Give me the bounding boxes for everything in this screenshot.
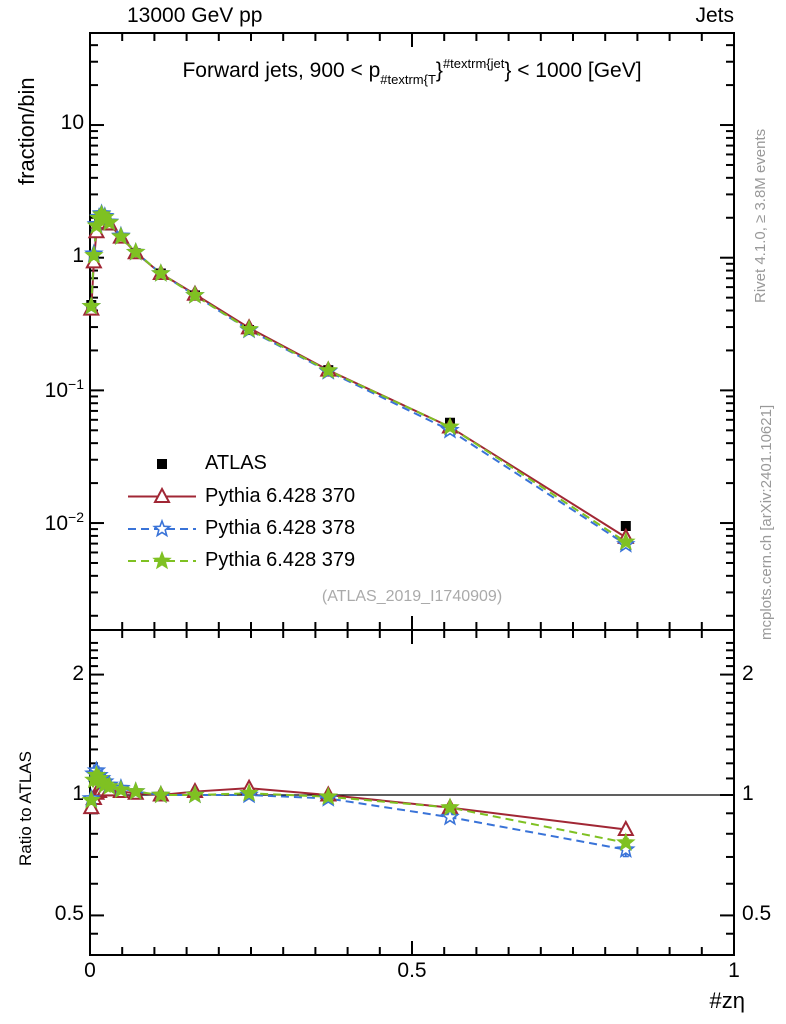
x-tick-label-1: 0 [84,959,96,982]
legend-label-1: ATLAS [205,452,267,474]
mcplots-reference-note: mcplots.cern.ch [arXiv:2401.10621] [758,404,775,640]
y-tick-label-top-1: 10 [60,111,84,135]
legend-sample-4 [128,550,196,570]
legend-label-4: Pythia 6.428 379 [205,549,356,571]
legend-sample-1 [157,459,167,469]
y-tick-label-top-2: 1 [72,243,84,267]
legend-sample-3 [128,518,196,538]
y-tick-label-ratio-left-2: 1 [72,782,84,805]
legend-label-2: Pythia 6.428 370 [205,484,356,507]
series-pythia-6-428-379 [81,204,636,851]
y-tick-label-ratio-left-1: 2 [72,661,84,685]
y-tick-label-ratio-left-3: 0.5 [54,902,84,926]
series-atlas [86,214,631,531]
x-tick-label-3: 1 [728,959,740,982]
analysis-group-label: Jets [695,4,734,27]
legend-label-3: Pythia 6.428 378 [205,517,356,539]
beam-energy-label: 13000 GeV pp [127,4,263,27]
rivet-version-note: Rivet 4.1.0, ≥ 3.8M events [752,128,769,303]
x-axis-label: #zη [709,988,745,1013]
series-pythia-6-428-370 [82,207,635,836]
legend-sample-2 [128,486,196,503]
analysis-id-watermark: (ATLAS_2019_I1740909) [321,588,503,605]
y-tick-label-top-3: 10−1 [44,376,84,403]
y-tick-label-top-4: 10−2 [44,509,84,536]
y-axis-label-top: fraction/bin [14,77,39,185]
y-tick-label-ratio-right-1: 2 [742,661,754,685]
y-tick-label-ratio-right-3: 0.5 [742,902,772,926]
plot-title: Forward jets, 900 < p#textrm{T}#textrm{j… [182,56,642,87]
y-tick-label-ratio-right-2: 1 [742,782,754,805]
x-tick-label-2: 0.5 [397,959,427,982]
